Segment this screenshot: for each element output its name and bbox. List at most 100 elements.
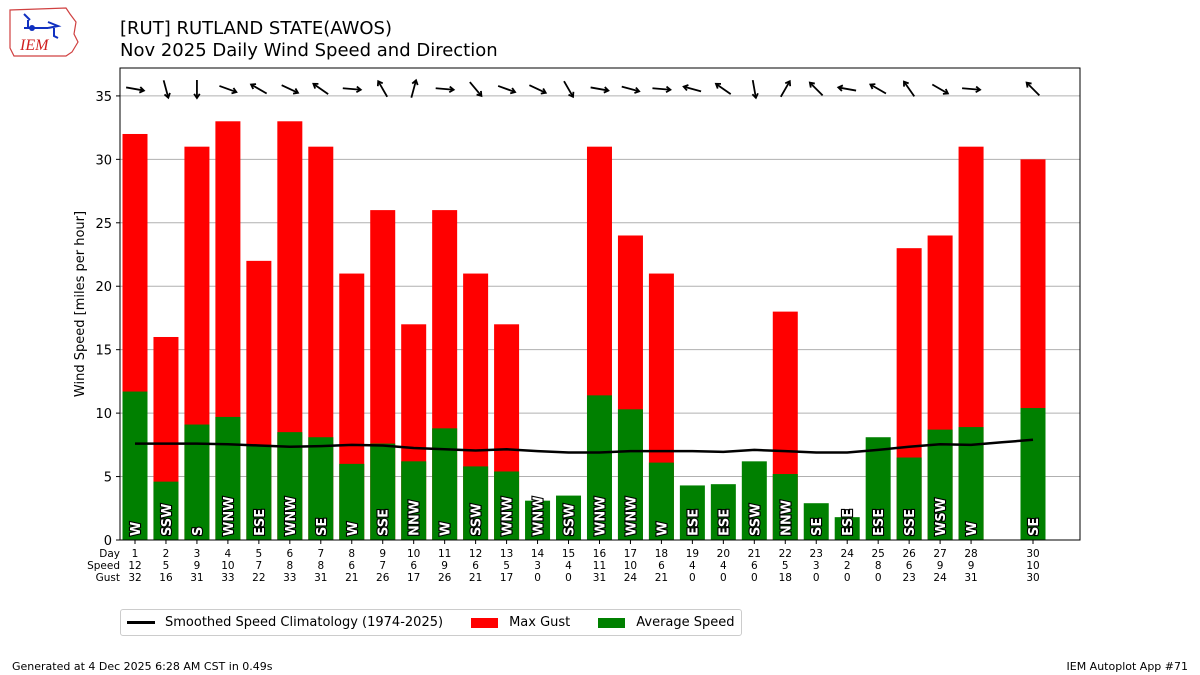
speed-bar	[803, 503, 829, 540]
bars	[122, 121, 1046, 541]
arrow-shaft	[931, 83, 949, 95]
gust-label: 0	[813, 572, 820, 584]
legend-swatch-gust	[471, 617, 499, 628]
arrow-shaft	[435, 87, 454, 91]
arrow-shaft	[715, 83, 732, 95]
wind-arrow-icon	[529, 84, 548, 95]
arrow-head	[836, 84, 844, 92]
day-label: 10	[407, 548, 420, 560]
table-row-label: Day	[99, 548, 120, 560]
speed-bar	[494, 471, 520, 540]
arrow-shaft	[1025, 81, 1041, 97]
wind-arrow-icon	[931, 83, 950, 95]
arrow-head	[665, 85, 672, 94]
direction-text: SSW	[470, 504, 485, 536]
gust-label: 33	[221, 572, 234, 584]
speed-bar	[153, 481, 179, 540]
day-label: 5	[256, 548, 263, 560]
table-row-label: Speed	[87, 560, 120, 572]
arrow-head	[682, 84, 689, 92]
arrow-shaft	[250, 83, 268, 95]
arrow-head	[509, 87, 517, 95]
arrow-head	[376, 79, 384, 87]
gust-label: 31	[964, 572, 977, 584]
wind-arrow-icon	[125, 86, 146, 94]
speed-bar	[277, 432, 303, 540]
direction-text: WNW	[532, 496, 547, 536]
speed-bar	[525, 500, 551, 540]
speed-label: 8	[317, 560, 324, 572]
arrow-head	[193, 93, 201, 100]
day-label: 28	[964, 548, 977, 560]
arrow-head	[975, 85, 982, 94]
speed-bar	[370, 443, 396, 540]
arrow-head	[163, 92, 171, 100]
wind-arrow-icon	[590, 86, 610, 94]
wind-arrow-icon	[312, 82, 329, 95]
speed-label: 10	[624, 560, 637, 572]
direction-text: ESE	[841, 509, 856, 536]
arrow-shaft	[652, 87, 671, 91]
day-label: 8	[348, 548, 355, 560]
iem-logo: IEM	[9, 7, 79, 57]
arrow-head	[868, 83, 876, 90]
logo-text: IEM	[19, 37, 50, 54]
speed-bar	[865, 437, 891, 540]
arrow-shaft	[809, 81, 824, 97]
direction-text: W	[965, 522, 980, 536]
speed-label: 5	[503, 560, 510, 572]
arrow-shaft	[219, 85, 237, 93]
gust-label: 26	[438, 572, 452, 584]
arrow-shaft	[529, 84, 547, 94]
wind-arrow-icon	[219, 85, 238, 95]
direction-text: S	[191, 527, 206, 536]
direction-text: WNW	[593, 496, 608, 536]
y-tick-label: 35	[95, 90, 112, 105]
speed-bar	[586, 395, 612, 540]
wind-arrow-icon	[868, 83, 887, 95]
speed-label: 6	[472, 560, 479, 572]
wind-arrow-icon	[962, 85, 982, 94]
speed-label: 8	[286, 560, 293, 572]
speed-label: 6	[348, 560, 355, 572]
speed-label: 10	[221, 560, 234, 572]
weather-station-icon	[23, 13, 62, 39]
wind-arrow-icon	[836, 84, 857, 92]
wind-arrow-icon	[342, 85, 363, 94]
speed-bar	[401, 461, 427, 540]
speed-label: 4	[565, 560, 572, 572]
day-label: 13	[500, 548, 513, 560]
wind-arrow-icon	[903, 80, 916, 97]
speed-bar	[184, 424, 210, 540]
day-label: 9	[379, 548, 386, 560]
wind-arrow-icon	[469, 81, 483, 98]
speed-bar	[772, 474, 798, 540]
speed-bar	[308, 437, 334, 540]
day-label: 18	[655, 548, 668, 560]
legend-line-swatch	[127, 621, 155, 624]
y-tick-label: 0	[104, 534, 112, 549]
gust-label: 23	[902, 572, 915, 584]
gust-label: 17	[500, 572, 513, 584]
y-tick-label: 10	[95, 407, 112, 422]
arrow-head	[231, 87, 238, 95]
speed-label: 11	[593, 560, 606, 572]
direction-arrows	[125, 78, 1041, 100]
speed-label: 7	[379, 560, 386, 572]
day-label: 21	[748, 548, 761, 560]
gust-label: 26	[376, 572, 390, 584]
gust-label: 0	[565, 572, 572, 584]
speed-bar	[215, 416, 241, 540]
arrow-head	[292, 88, 300, 95]
legend-swatch-speed	[598, 617, 626, 628]
gust-label: 0	[875, 572, 882, 584]
gust-label: 0	[534, 572, 541, 584]
legend-item-max-gust: Max Gust	[471, 615, 570, 630]
wind-arrow-icon	[751, 79, 759, 100]
day-label: 4	[225, 548, 232, 560]
gust-label: 21	[655, 572, 668, 584]
direction-text: SSW	[160, 504, 175, 536]
arrow-head	[634, 86, 641, 94]
gust-label: 24	[933, 572, 947, 584]
direction-text: SSW	[748, 504, 763, 536]
